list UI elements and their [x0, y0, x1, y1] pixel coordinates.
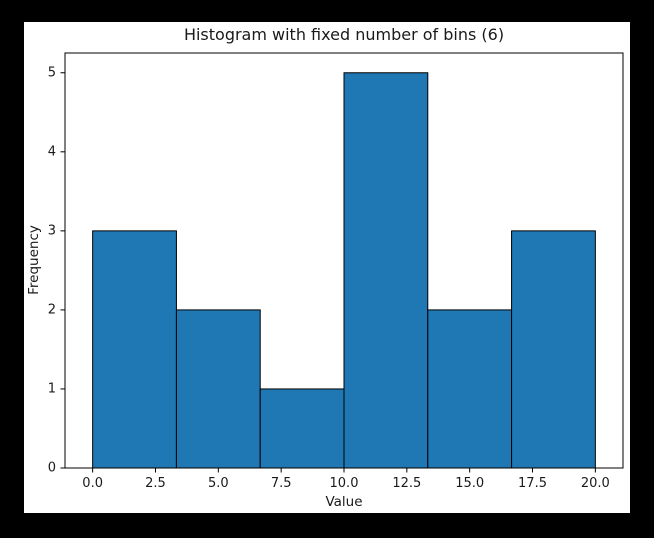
y-tick-label: 0 [48, 461, 56, 476]
x-tick-label: 0.0 [82, 476, 103, 491]
x-tick-label: 15.0 [455, 476, 484, 491]
x-tick-label: 7.5 [271, 476, 292, 491]
x-tick-label: 17.5 [518, 476, 547, 491]
chart-title: Histogram with fixed number of bins (6) [183, 25, 505, 44]
x-axis-label: Value [325, 494, 363, 510]
y-tick-label: 5 [48, 65, 56, 80]
y-tick-label: 1 [48, 381, 56, 396]
histogram-bar [511, 230, 596, 469]
matplotlib-figure: Histogram with fixed number of bins (6) … [24, 22, 630, 513]
y-tick-label: 2 [48, 302, 56, 317]
histogram-bar [175, 309, 261, 469]
histogram-bar [427, 309, 513, 469]
histogram-bar [343, 72, 429, 469]
x-tick-label: 5.0 [208, 476, 229, 491]
histogram-bar [259, 388, 345, 469]
x-tick-label: 20.0 [581, 476, 610, 491]
x-tick-label: 2.5 [145, 476, 166, 491]
y-tick-label: 3 [48, 223, 56, 238]
histogram-bar [92, 230, 177, 469]
x-tick-label: 10.0 [330, 476, 359, 491]
x-tick-label: 12.5 [392, 476, 421, 491]
plot-area: 0.0 2.5 5.0 7.5 10.0 12.5 15.0 17.5 20.0 0 1 2 3 4 5 [48, 52, 624, 491]
y-tick-label: 4 [48, 144, 56, 159]
